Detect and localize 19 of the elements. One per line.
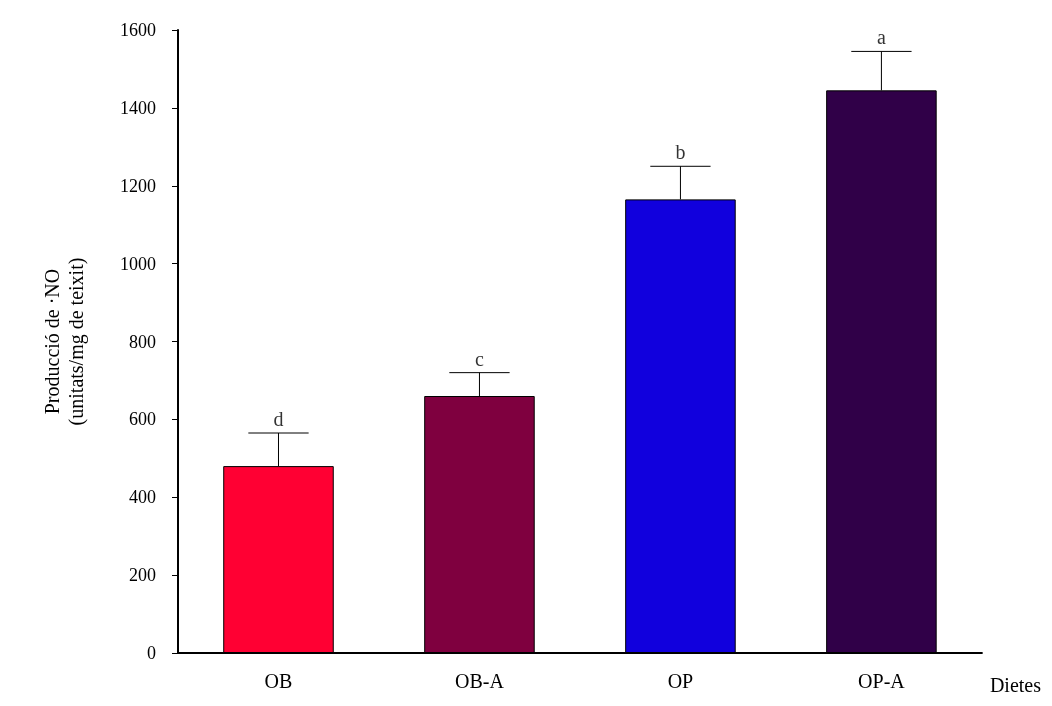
y-axis-title: Producció de ·NO (unitats/mg de teixit): [41, 257, 88, 426]
y-tick-label: 600: [129, 409, 156, 430]
x-tick-label: OP: [667, 670, 694, 692]
annotation: d: [273, 408, 284, 430]
annotation: c: [475, 347, 485, 370]
y-tick-label: 400: [129, 487, 156, 508]
y-tick-label: 0: [147, 643, 156, 663]
annotation: b: [675, 141, 686, 164]
y-tick-label: 1600: [120, 20, 156, 40]
y-tick-label: 1000: [120, 253, 156, 274]
y-tick-label: 1200: [120, 175, 156, 196]
x-tick-label: OB-A: [455, 670, 505, 692]
annotation: a: [876, 26, 886, 49]
x-axis-title: Dietes: [989, 674, 1042, 696]
x-tick-label: OP-A: [858, 670, 906, 692]
y-tick-label: 200: [129, 565, 156, 586]
y-tick-label: 800: [129, 331, 156, 352]
y-tick-label: 1400: [120, 97, 156, 118]
x-tick-label: OB: [264, 670, 293, 692]
